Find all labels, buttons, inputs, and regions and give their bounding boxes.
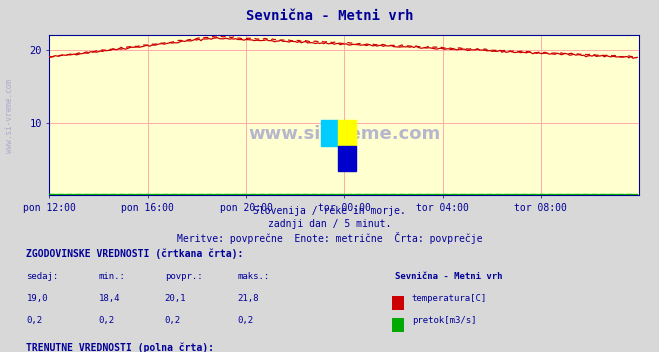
Text: Sevnična - Metni vrh: Sevnična - Metni vrh <box>246 9 413 23</box>
Text: 20,1: 20,1 <box>165 294 186 303</box>
Text: www.si-vreme.com: www.si-vreme.com <box>5 79 14 153</box>
Text: temperatura[C]: temperatura[C] <box>412 294 487 303</box>
Text: pretok[m3/s]: pretok[m3/s] <box>412 316 476 325</box>
Text: 0,2: 0,2 <box>237 316 253 325</box>
Text: Sevnična - Metni vrh: Sevnična - Metni vrh <box>395 272 503 281</box>
Text: Meritve: povprečne  Enote: metrične  Črta: povprečje: Meritve: povprečne Enote: metrične Črta:… <box>177 232 482 244</box>
Text: sedaj:: sedaj: <box>26 272 59 281</box>
Text: 21,8: 21,8 <box>237 294 259 303</box>
Text: 0,2: 0,2 <box>99 316 115 325</box>
Text: ZGODOVINSKE VREDNOSTI (črtkana črta):: ZGODOVINSKE VREDNOSTI (črtkana črta): <box>26 248 244 259</box>
Text: 18,4: 18,4 <box>99 294 121 303</box>
Text: TRENUTNE VREDNOSTI (polna črta):: TRENUTNE VREDNOSTI (polna črta): <box>26 342 214 352</box>
Text: 0,2: 0,2 <box>165 316 181 325</box>
Text: min.:: min.: <box>99 272 126 281</box>
Text: 0,2: 0,2 <box>26 316 42 325</box>
FancyBboxPatch shape <box>339 120 356 146</box>
Text: maks.:: maks.: <box>237 272 270 281</box>
Text: 19,0: 19,0 <box>26 294 48 303</box>
Text: www.si-vreme.com: www.si-vreme.com <box>248 126 440 144</box>
FancyBboxPatch shape <box>339 146 356 171</box>
Text: zadnji dan / 5 minut.: zadnji dan / 5 minut. <box>268 219 391 229</box>
FancyBboxPatch shape <box>321 120 339 146</box>
Text: Slovenija / reke in morje.: Slovenija / reke in morje. <box>253 206 406 216</box>
Text: povpr.:: povpr.: <box>165 272 202 281</box>
